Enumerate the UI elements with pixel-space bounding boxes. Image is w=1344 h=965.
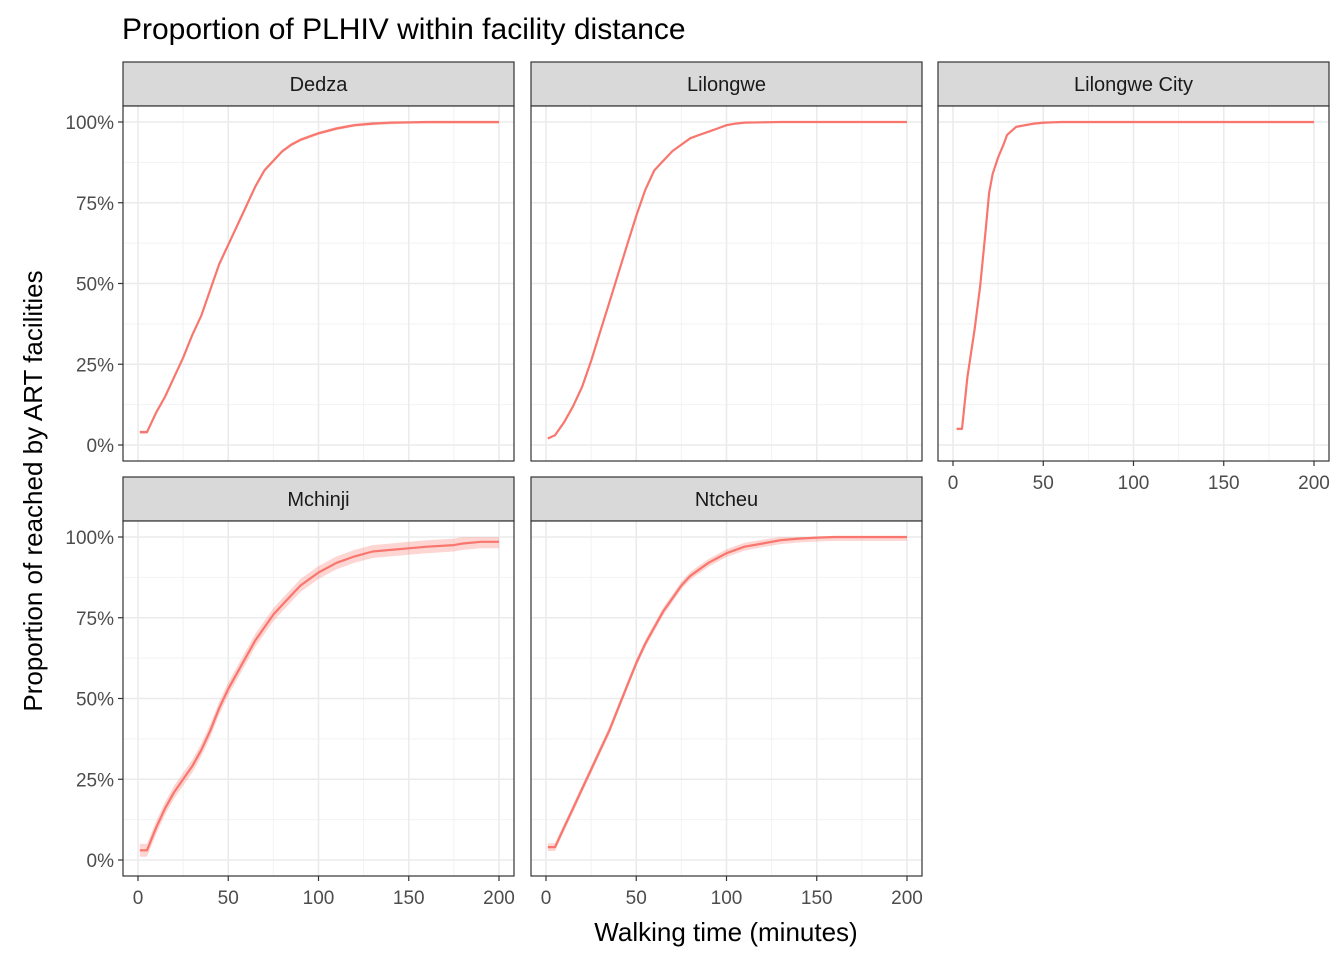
panel-border bbox=[530, 105, 923, 462]
y-tick-label: 75% bbox=[76, 194, 114, 215]
facet-strip bbox=[530, 61, 923, 107]
facet-strip-label: Ntcheu bbox=[695, 489, 758, 511]
series-line bbox=[956, 120, 1314, 430]
x-tick-label: 100 bbox=[303, 888, 335, 909]
x-tick-label: 100 bbox=[711, 888, 743, 909]
y-tick-label: 50% bbox=[76, 275, 114, 296]
x-tick-label: 150 bbox=[1208, 473, 1240, 494]
x-axis-label: Walking time (minutes) bbox=[594, 917, 857, 947]
facet-strip bbox=[530, 476, 923, 522]
x-tick-label: 0 bbox=[948, 473, 959, 494]
x-tick-label: 100 bbox=[1118, 473, 1150, 494]
series-line bbox=[139, 540, 499, 852]
facet-strip-label: Dedza bbox=[290, 74, 349, 96]
x-tick-label: 0 bbox=[541, 888, 552, 909]
series-line bbox=[139, 120, 499, 434]
x-tick-label: 150 bbox=[801, 888, 833, 909]
series-line bbox=[547, 535, 907, 849]
facet-strip-label: Mchinji bbox=[287, 489, 349, 511]
facet-panels: Dedza 0% 25% 50% 75% 100% Lilongwe Lilongwe Cit… bbox=[65, 61, 1330, 909]
y-tick-label: 75% bbox=[76, 609, 114, 630]
y-tick-label: 100% bbox=[65, 528, 114, 549]
facet-strip bbox=[122, 61, 515, 107]
y-tick-label: 50% bbox=[76, 690, 114, 711]
y-tick-label: 0% bbox=[87, 436, 115, 457]
y-tick-label: 100% bbox=[65, 113, 114, 134]
series-line bbox=[547, 120, 907, 440]
x-tick-label: 200 bbox=[483, 888, 515, 909]
y-tick-label: 25% bbox=[76, 770, 114, 791]
x-tick-label: 200 bbox=[1298, 473, 1330, 494]
y-axis-label: Proportion of reached by ART facilities bbox=[18, 270, 48, 711]
x-tick-label: 200 bbox=[891, 888, 923, 909]
chart-title: Proportion of PLHIV within facility dist… bbox=[122, 13, 686, 46]
y-tick-label: 25% bbox=[76, 355, 114, 376]
y-tick-label: 0% bbox=[87, 851, 115, 872]
facet-strip bbox=[937, 61, 1330, 107]
x-tick-label: 0 bbox=[133, 888, 144, 909]
x-tick-label: 50 bbox=[218, 888, 239, 909]
facet-strip-label: Lilongwe bbox=[687, 74, 766, 96]
x-tick-label: 50 bbox=[626, 888, 647, 909]
x-tick-label: 150 bbox=[393, 888, 425, 909]
facet-strip bbox=[122, 476, 515, 522]
facet-strip-label: Lilongwe City bbox=[1074, 74, 1193, 96]
x-tick-label: 50 bbox=[1033, 473, 1054, 494]
